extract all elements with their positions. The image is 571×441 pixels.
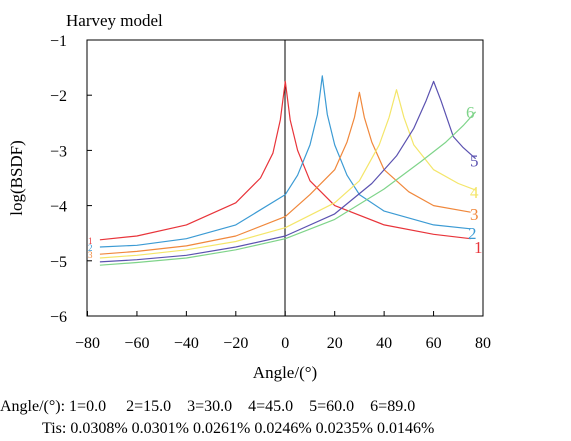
x-tick-label: −80 — [75, 335, 100, 352]
x-tick-label: 0 — [281, 335, 289, 352]
tis-values-line: Tis: 0.0308% 0.0301% 0.0261% 0.0246% 0.0… — [42, 420, 435, 437]
series-2-line — [99, 75, 471, 248]
series-3-left-label: 3 — [88, 250, 93, 260]
series-3-line — [99, 91, 471, 255]
y-axis-ticks: −1 −2 −3 −4 −5 −6 — [50, 33, 92, 326]
x-tick-label: 20 — [327, 335, 343, 352]
series-5-line — [99, 80, 477, 263]
y-axis-title: log(BSDF) — [7, 140, 26, 216]
y-tick-label: −6 — [50, 309, 67, 326]
y-tick-label: −3 — [50, 143, 67, 160]
y-tick-label: −4 — [50, 199, 67, 216]
series-5-label: 5 — [470, 151, 479, 170]
chart-title: Harvey model — [66, 11, 163, 30]
series-layer — [99, 75, 477, 266]
series-1-left-label: 1 — [88, 236, 93, 246]
series-3-label: 3 — [470, 205, 479, 224]
x-tick-label: 40 — [376, 335, 392, 352]
series-1-label: 1 — [474, 238, 483, 257]
x-axis-ticks: −80 −60 −40 −20 0 20 40 60 80 — [75, 311, 491, 352]
x-tick-label: −20 — [223, 335, 248, 352]
angle-legend-line: Angle/(°): 1=0.0 2=15.0 3=30.0 4=45.0 5=… — [0, 398, 416, 415]
x-tick-label: −40 — [174, 335, 199, 352]
x-tick-label: −60 — [124, 335, 149, 352]
y-tick-label: −1 — [50, 33, 67, 50]
series-2-left-label: 2 — [88, 243, 93, 253]
series-6-label: 6 — [466, 103, 475, 122]
x-tick-label: 80 — [475, 335, 491, 352]
y-tick-label: −2 — [50, 88, 67, 105]
y-tick-label: −5 — [50, 254, 67, 271]
series-6-line — [99, 111, 477, 266]
x-axis-title: Angle/(°) — [253, 363, 317, 382]
series-4-label: 4 — [470, 183, 479, 202]
x-tick-label: 60 — [426, 335, 442, 352]
series-2-label: 2 — [468, 224, 477, 243]
series-1-line — [99, 80, 471, 241]
series-4-line — [99, 89, 476, 259]
